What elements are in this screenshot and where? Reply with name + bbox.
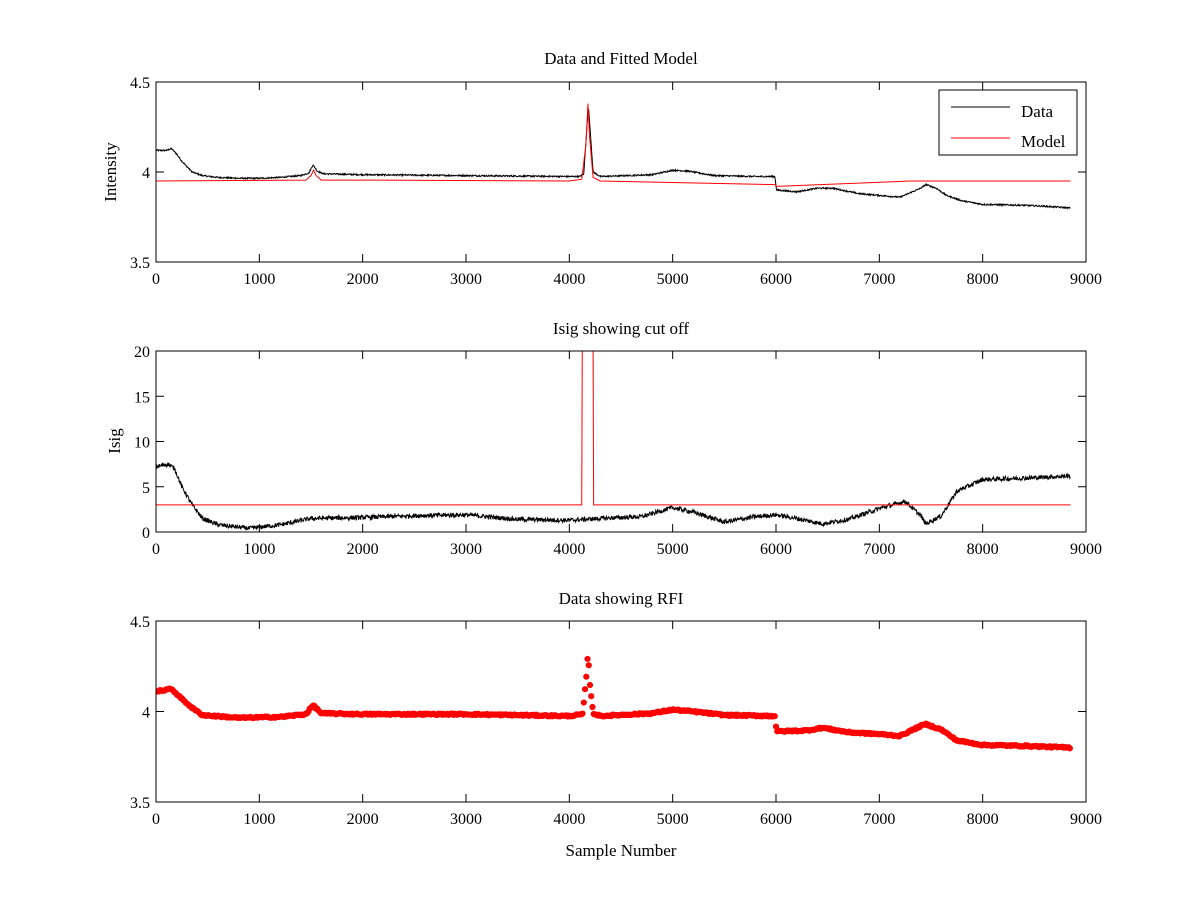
x-tick-label: 1000 (243, 541, 275, 558)
x-tick-label: 9000 (1070, 811, 1102, 828)
panel-2-title: Isig showing cut off (553, 319, 689, 338)
data-point (580, 699, 587, 706)
x-tick-label: 1000 (243, 271, 275, 288)
x-tick-label: 7000 (863, 271, 895, 288)
x-tick-label: 8000 (967, 541, 999, 558)
panel-1-series-group (156, 103, 1071, 211)
x-tick-label: 1000 (243, 811, 275, 828)
x-tick-label: 2000 (347, 541, 379, 558)
x-tick-label: 0 (152, 541, 160, 558)
panel-1-data-line (156, 109, 1071, 211)
data-point (585, 662, 592, 669)
y-tick-label: 4.5 (130, 614, 150, 631)
panel-2-plot-area: 0 1000 2000 3000 4000 5000 6000 7000 8000 9000 0 5 1… (134, 344, 1102, 558)
x-tick-label: 2000 (347, 271, 379, 288)
y-tick-label: 3.5 (130, 255, 150, 272)
y-tick-label: 5 (142, 480, 150, 497)
panel-1-title: Data and Fitted Model (544, 49, 698, 68)
data-point (583, 673, 590, 680)
legend-label-data: Data (1021, 102, 1054, 121)
x-tick-label: 7000 (863, 811, 895, 828)
data-point (589, 703, 596, 711)
data-point (588, 693, 595, 700)
x-tick-label: 6000 (760, 811, 792, 828)
panel-1-plot-area: 0 1000 2000 3000 4000 5000 6000 7000 8000 9000 3.5… (130, 75, 1102, 288)
panel-3-title: Data showing RFI (559, 589, 684, 608)
panel-data-showing-rfi: Data showing RFI 0 1000 2000 3000 4000 5000 60… (130, 589, 1102, 860)
x-tick-label: 4000 (553, 271, 585, 288)
legend-label-model: Model (1021, 132, 1066, 151)
x-tick-label: 6000 (760, 541, 792, 558)
data-point (581, 686, 589, 693)
data-point (584, 655, 591, 663)
y-tick-label: 10 (134, 435, 150, 452)
panel-1-model-line (156, 103, 1071, 187)
data-point (1066, 745, 1073, 752)
x-tick-label: 0 (152, 271, 160, 288)
x-tick-label: 5000 (657, 811, 689, 828)
y-tick-label: 20 (134, 344, 150, 361)
panel-2-series-2-line (156, 351, 1071, 506)
panel-3-series-group (156, 655, 1073, 752)
x-tick-label: 0 (152, 811, 160, 828)
legend-box (938, 89, 1078, 156)
panel-3-xlabel: Sample Number (566, 841, 677, 860)
panel-data-fitted-model: Data and Fitted Model 0 1000 2000 3000 4000 5… (101, 49, 1102, 288)
y-tick-label: 3.5 (130, 795, 150, 812)
y-tick-label: 4 (142, 705, 150, 722)
x-tick-label: 5000 (657, 271, 689, 288)
x-tick-label: 5000 (657, 541, 689, 558)
x-tick-label: 2000 (347, 811, 379, 828)
panel-2-ylabel: Isig (105, 428, 124, 454)
panel-3-series-1-markers (156, 655, 1073, 752)
x-tick-label: 8000 (967, 271, 999, 288)
x-tick-label: 3000 (450, 811, 482, 828)
data-point (579, 710, 586, 717)
x-tick-label: 3000 (450, 541, 482, 558)
panel-isig-cut-off: Isig showing cut off 0 1000 2000 3000 4000 50… (105, 319, 1102, 558)
x-tick-label: 7000 (863, 541, 895, 558)
y-tick-label: 15 (134, 389, 150, 406)
panel-1-ylabel: Intensity (101, 142, 120, 202)
y-tick-label: 0 (142, 525, 150, 542)
x-tick-label: 9000 (1070, 271, 1102, 288)
y-tick-label: 4 (142, 165, 150, 182)
x-tick-label: 4000 (553, 811, 585, 828)
panel-3-plot-area: 0 1000 2000 3000 4000 5000 6000 7000 8000 9000 3.5… (130, 614, 1102, 828)
data-point (586, 681, 594, 689)
panel-2-series-group (156, 351, 1071, 531)
y-tick-label: 4.5 (130, 75, 150, 92)
panel-2-series-1-line (156, 461, 1071, 531)
data-point (771, 713, 778, 720)
x-tick-label: 8000 (967, 811, 999, 828)
x-tick-label: 9000 (1070, 541, 1102, 558)
x-tick-label: 3000 (450, 271, 482, 288)
x-tick-label: 6000 (760, 271, 792, 288)
panel-1-legend: Data Model (938, 89, 1078, 156)
x-tick-label: 4000 (553, 541, 585, 558)
